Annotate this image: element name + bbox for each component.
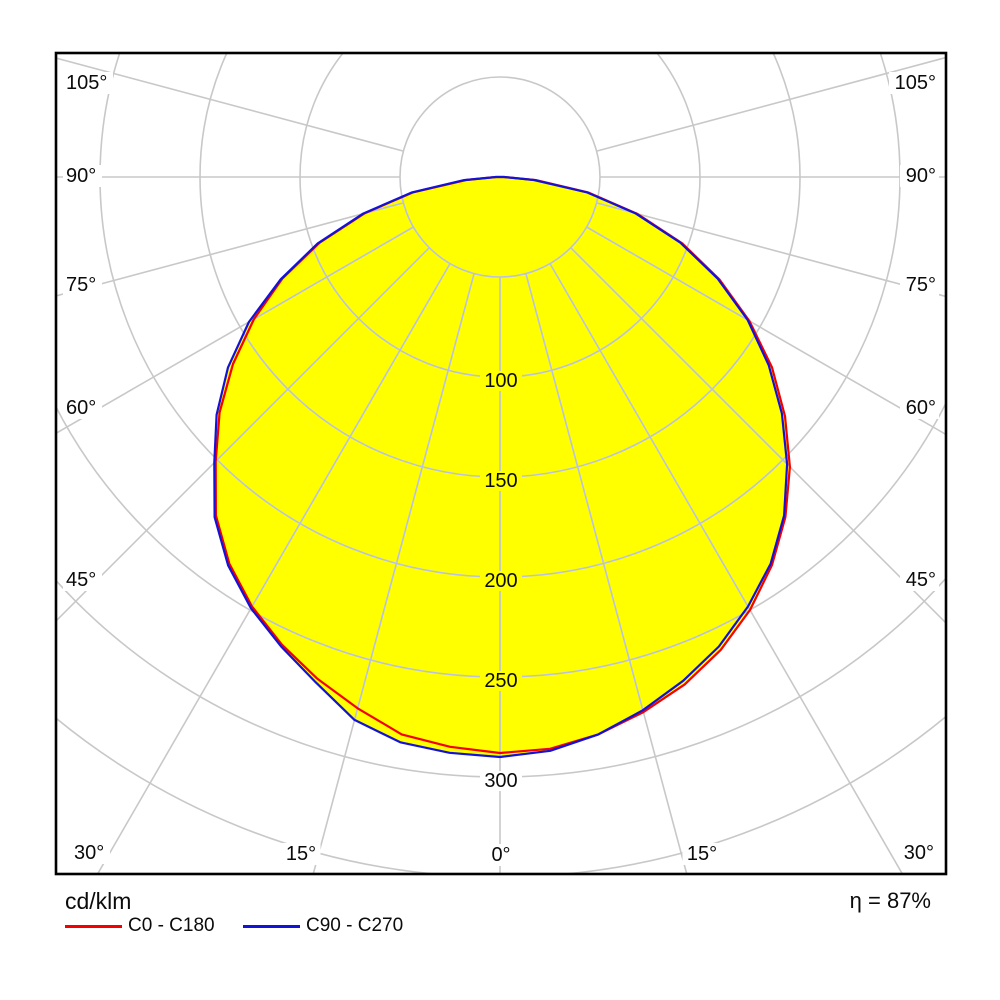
angle-label: 75° bbox=[906, 274, 936, 296]
radial-tick-label: 250 bbox=[484, 670, 517, 692]
label-knockout bbox=[480, 371, 522, 391]
radial-tick-label: 300 bbox=[484, 770, 517, 792]
label-knockout bbox=[900, 569, 939, 591]
radial-tick-label: 150 bbox=[484, 470, 517, 492]
grid-ray bbox=[214, 226, 414, 638]
label-knockout bbox=[898, 842, 937, 864]
grid-ray bbox=[586, 226, 790, 638]
grid-ray bbox=[596, 202, 946, 298]
grid-ray bbox=[597, 0, 1000, 151]
angle-label: 30° bbox=[74, 842, 104, 864]
curve-c90-c270 bbox=[213, 175, 789, 759]
label-knockout bbox=[682, 843, 722, 865]
angle-label: 45° bbox=[66, 569, 96, 591]
grid-ray bbox=[56, 57, 404, 152]
grid-ray bbox=[525, 273, 739, 757]
label-knockout bbox=[281, 843, 321, 865]
label-knockout bbox=[63, 569, 102, 591]
angle-label: 45° bbox=[906, 569, 936, 591]
grid-ray bbox=[261, 273, 475, 757]
angle-label: 0° bbox=[491, 844, 510, 866]
label-knockout bbox=[480, 571, 522, 591]
angle-label: 90° bbox=[906, 165, 936, 187]
axis-labels: 105° 90° 75° 60° 45° 30° 105° 90° 75° 60° 45° 30° 15… bbox=[63, 72, 939, 866]
grid-ray bbox=[596, 56, 946, 152]
angle-label: 90° bbox=[66, 165, 96, 187]
radial-tick-label: 200 bbox=[484, 570, 517, 592]
label-knockout bbox=[487, 844, 515, 866]
label-knockout bbox=[71, 842, 110, 864]
angle-label: 105° bbox=[66, 72, 107, 94]
label-knockout bbox=[63, 397, 102, 419]
angle-label: 30° bbox=[904, 842, 934, 864]
angle-label: 75° bbox=[66, 274, 96, 296]
grid-ray bbox=[570, 247, 790, 757]
label-knockout bbox=[900, 274, 939, 296]
label-knockout bbox=[900, 165, 939, 187]
plot-border bbox=[54, 51, 948, 876]
angle-label: 60° bbox=[66, 397, 96, 419]
label-knockout bbox=[480, 771, 522, 791]
label-knockout bbox=[63, 274, 102, 296]
label-knockout bbox=[480, 671, 522, 691]
angle-label: 15° bbox=[286, 843, 316, 865]
radial-tick-label: 100 bbox=[484, 370, 517, 392]
label-knockout bbox=[900, 397, 939, 419]
angle-label: 105° bbox=[895, 72, 936, 94]
angle-label: 60° bbox=[906, 397, 936, 419]
grid-ray bbox=[214, 247, 430, 757]
label-knockout bbox=[480, 471, 522, 491]
grid-ray bbox=[0, 0, 403, 151]
grid-ray bbox=[56, 202, 404, 297]
label-knockout bbox=[63, 72, 113, 94]
angle-label: 15° bbox=[687, 843, 717, 865]
label-knockout bbox=[889, 72, 939, 94]
label-knockout bbox=[63, 165, 102, 187]
